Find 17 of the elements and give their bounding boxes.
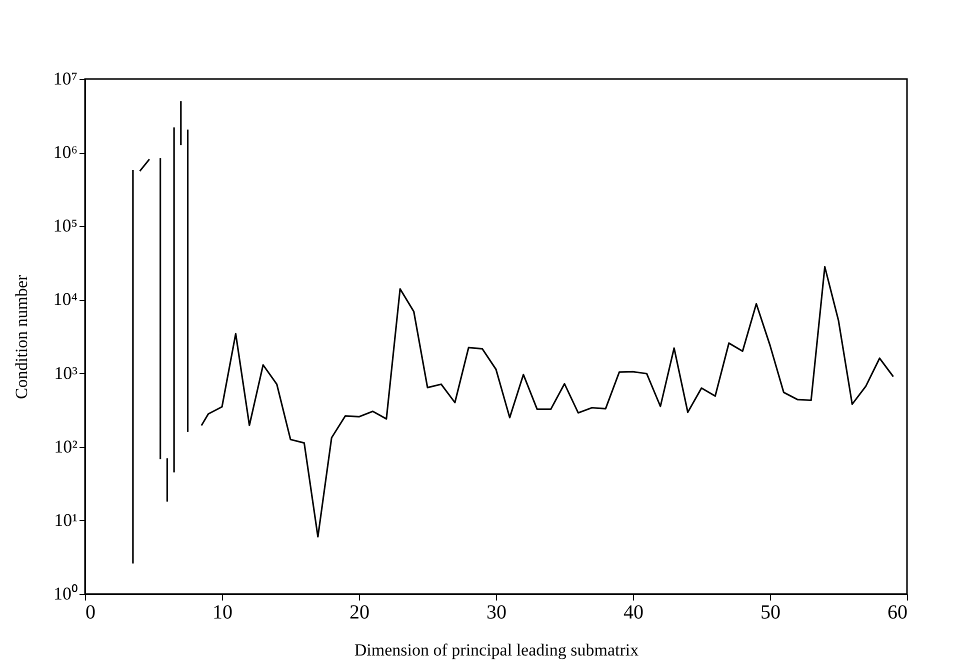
x-tick-label: 40 [624, 602, 644, 624]
y-tick-label: 10² [54, 436, 78, 456]
x-tick-label: 0 [86, 602, 96, 624]
y-tick-label: 10⁶ [53, 142, 78, 162]
y-tick-label: 10¹ [54, 510, 78, 530]
y-tick-label: 10⁷ [53, 68, 78, 88]
y-tick-label: 10⁴ [53, 289, 78, 310]
x-tick-label: 50 [760, 602, 780, 624]
y-tick-label: 10⁰ [54, 584, 78, 604]
x-tick-label: 10 [212, 602, 232, 624]
y-axis-title: Condition number [12, 274, 32, 400]
x-tick-label: 30 [486, 602, 506, 624]
y-tick-label: 10³ [54, 362, 78, 383]
y-tick-label: 10⁵ [53, 216, 78, 236]
x-tick-label: 60 [888, 602, 908, 624]
x-tick-label: 20 [350, 602, 370, 624]
x-axis-title: Dimension of principal leading submatrix [354, 640, 640, 660]
